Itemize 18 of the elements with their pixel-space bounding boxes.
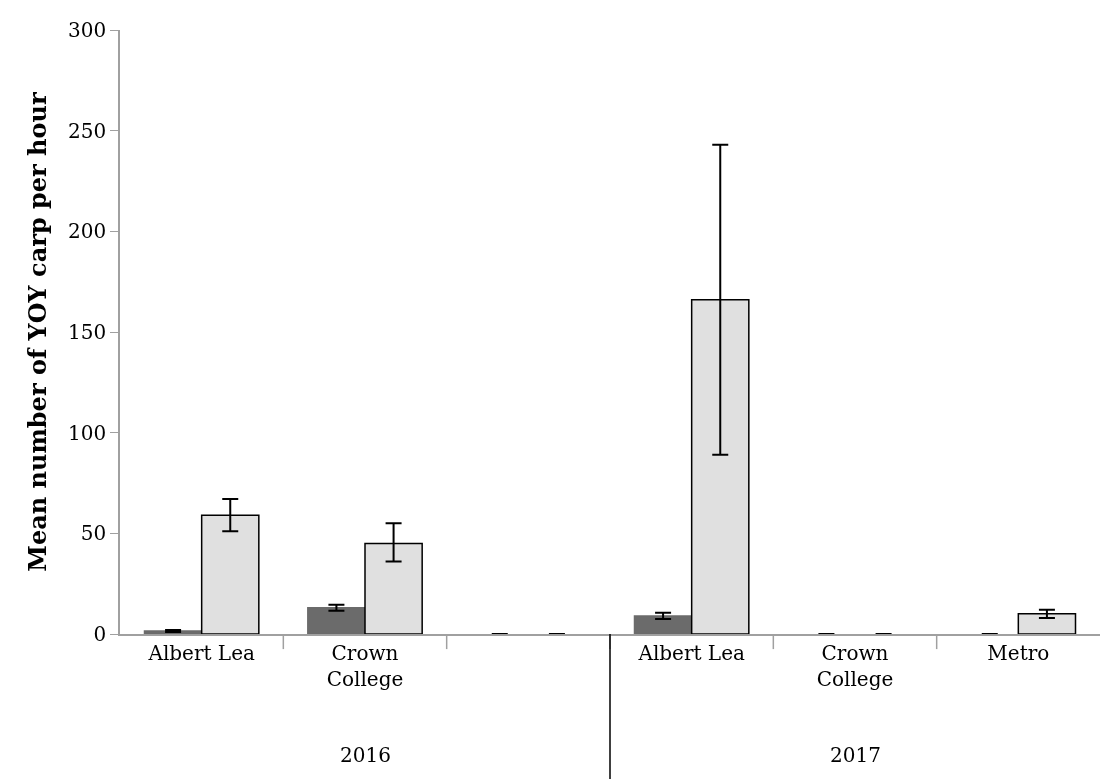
y-tick-label: 100 bbox=[68, 420, 107, 445]
y-tick-label: 250 bbox=[68, 118, 107, 143]
y-axis-title: Mean number of YOY carp per hour bbox=[22, 92, 52, 572]
bar bbox=[1017, 613, 1077, 634]
y-tick-label: 50 bbox=[80, 521, 107, 546]
text: 2017 bbox=[830, 743, 881, 767]
y-tick-label: 150 bbox=[68, 320, 107, 344]
bar bbox=[633, 615, 693, 634]
text: 2016 bbox=[340, 743, 391, 767]
x-tick-label: Albert Lea bbox=[637, 640, 745, 665]
bar bbox=[307, 607, 366, 634]
x-tick-label: Metro bbox=[987, 640, 1050, 665]
x-tick-label: Albert Lea bbox=[147, 640, 255, 665]
y-tick-label: 0 bbox=[93, 622, 107, 646]
y-tick-label: 200 bbox=[68, 219, 107, 244]
x-tick-label: Crown College bbox=[326, 640, 404, 691]
x-tick-label: Crown College bbox=[816, 640, 894, 691]
y-tick-label: 300 bbox=[68, 18, 107, 42]
